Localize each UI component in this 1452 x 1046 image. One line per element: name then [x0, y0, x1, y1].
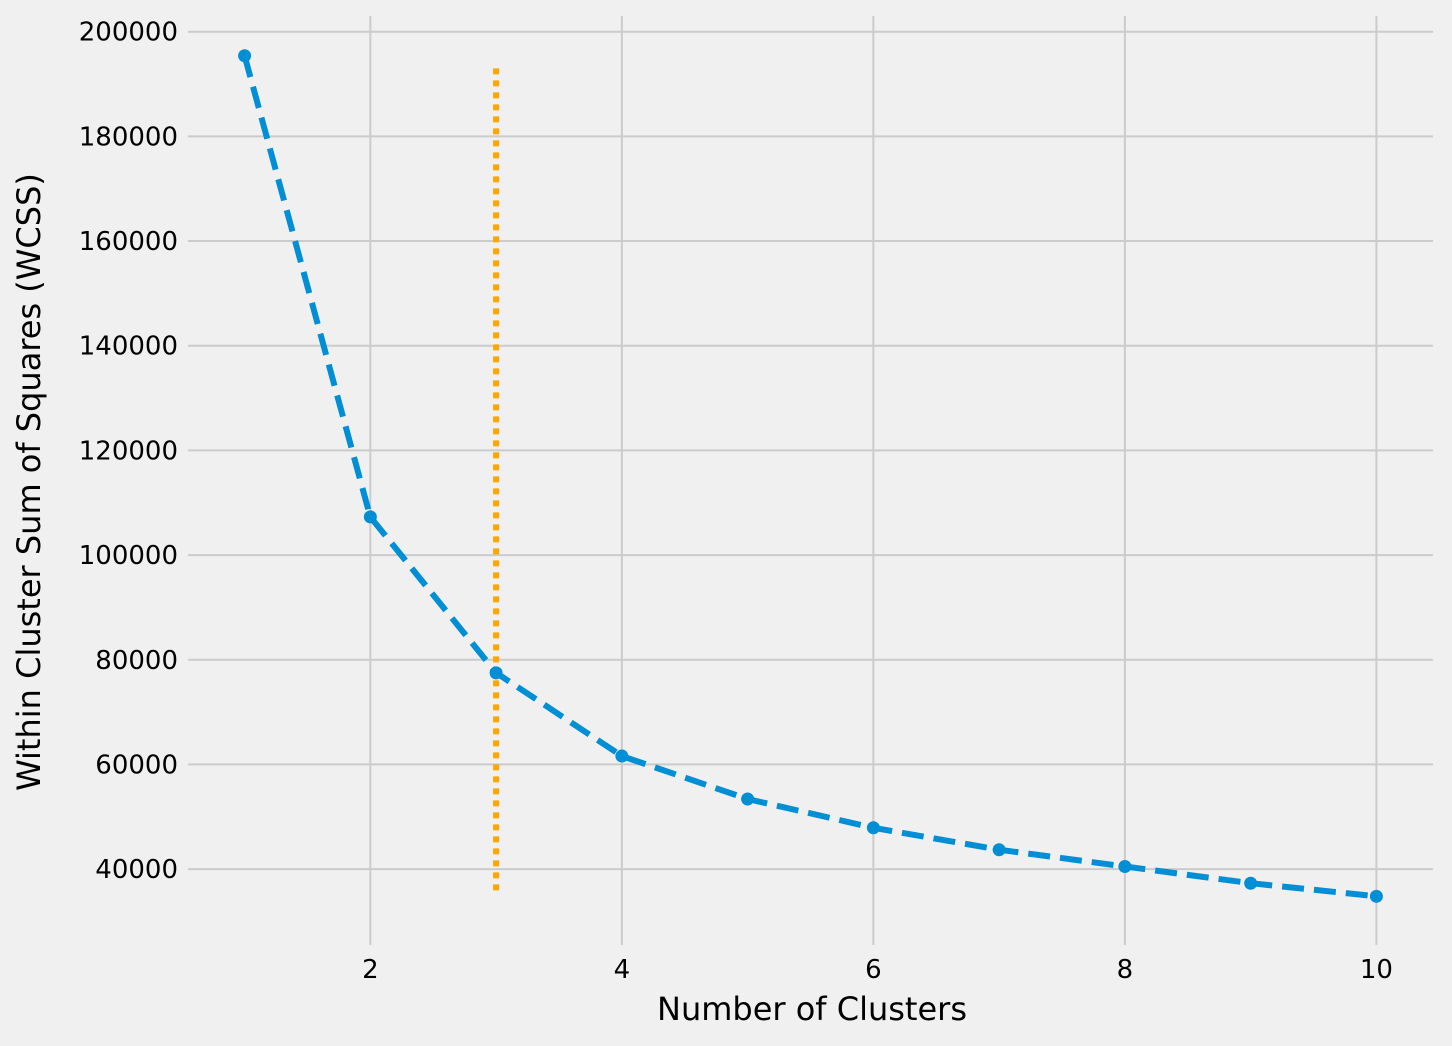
y-tick-label: 160000 [79, 227, 178, 257]
grid-lines [188, 16, 1433, 945]
y-tick-label: 180000 [79, 122, 178, 152]
data-point [238, 49, 252, 63]
series-layer [238, 49, 1383, 903]
y-axis-label: Within Cluster Sum of Squares (WCSS) [10, 173, 48, 791]
y-tick-label: 120000 [79, 436, 178, 466]
x-tick-label: 4 [614, 955, 631, 985]
y-tick-label: 140000 [79, 332, 178, 362]
x-tick-labels: 2 4 6 8 10 [362, 955, 1393, 985]
x-tick-label: 2 [362, 955, 379, 985]
y-tick-label: 40000 [95, 855, 178, 885]
y-tick-label: 200000 [79, 18, 178, 48]
x-tick-label: 10 [1360, 955, 1393, 985]
data-point [363, 510, 377, 524]
y-tick-labels: 40000 60000 80000 100000 120000 140000 160000 1… [79, 18, 178, 885]
x-tick-label: 6 [865, 955, 882, 985]
data-point [866, 821, 880, 835]
data-point [1118, 859, 1132, 873]
data-point [992, 843, 1006, 857]
y-tick-label: 100000 [79, 541, 178, 571]
data-point [1369, 889, 1383, 903]
data-point [741, 792, 755, 806]
series-line [241, 55, 1377, 900]
x-tick-label: 8 [1117, 955, 1134, 985]
y-tick-label: 60000 [95, 750, 178, 780]
y-tick-label: 80000 [95, 646, 178, 676]
data-point [1244, 876, 1258, 890]
data-point [615, 749, 629, 763]
x-axis-label: Number of Clusters [657, 990, 967, 1028]
data-point [489, 666, 503, 680]
